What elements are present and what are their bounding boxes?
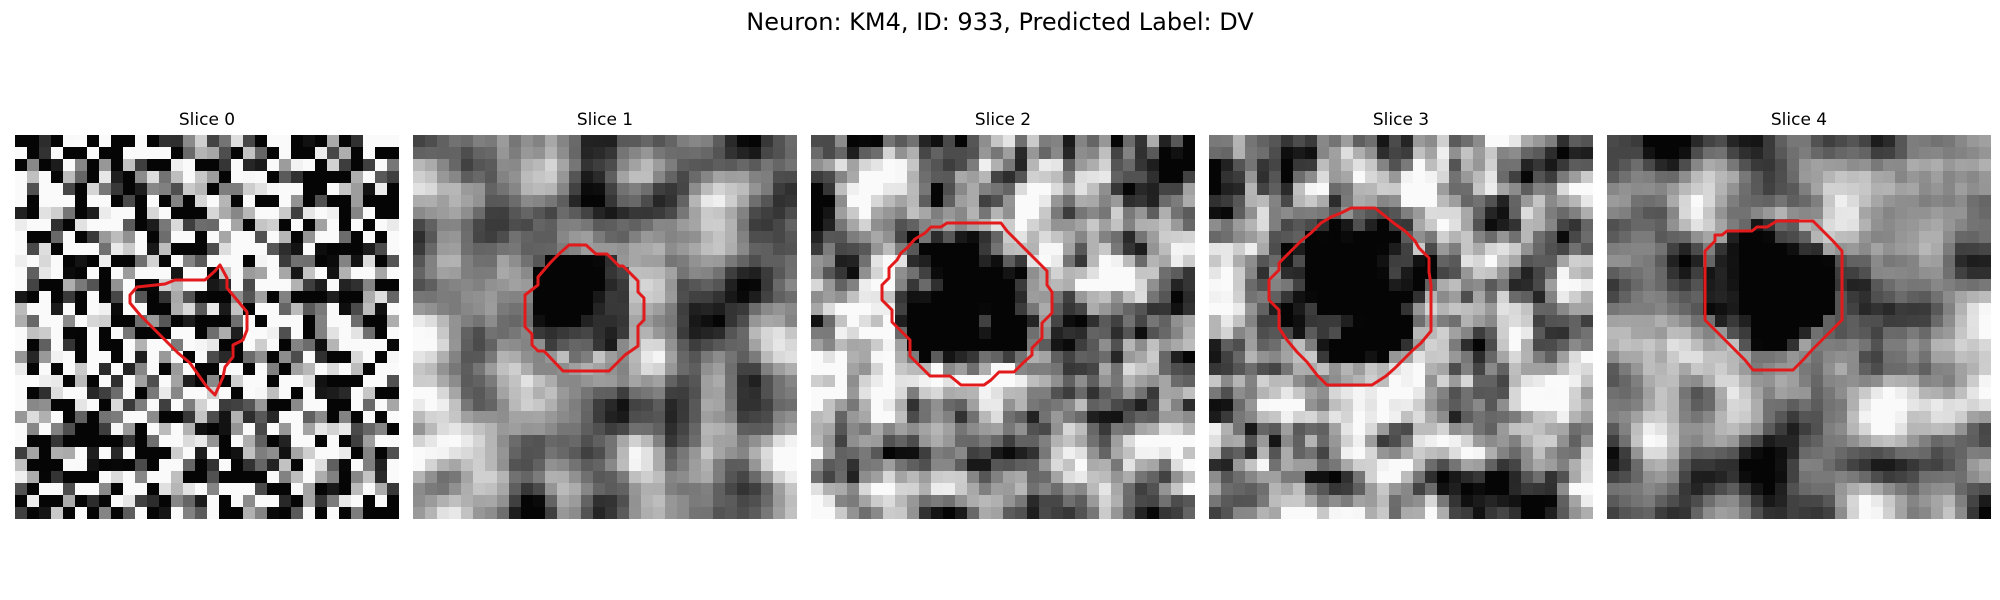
contour-outline [523, 243, 646, 373]
slice-panel-3: Slice 3 [1209, 0, 1593, 600]
contour-outline [1703, 219, 1844, 372]
slice-title: Slice 0 [178, 110, 236, 130]
slice-title: Slice 3 [1372, 110, 1430, 130]
slice-image [413, 135, 797, 519]
slice-image [1209, 135, 1593, 519]
pixel-grid [1607, 135, 1991, 519]
slice-panel-1: Slice 1 [413, 0, 797, 600]
slice-panel-2: Slice 2 [811, 0, 1195, 600]
figure-title: Neuron: KM4, ID: 933, Predicted Label: D… [746, 8, 1254, 36]
slice-title: Slice 2 [974, 110, 1032, 130]
slice-image [811, 135, 1195, 519]
slice-panel-0: Slice 0 [15, 0, 399, 600]
pixel-grid [811, 135, 1195, 519]
slice-title: Slice 1 [576, 110, 634, 130]
slice-image [1607, 135, 1991, 519]
pixel-grid [413, 135, 797, 519]
slice-image [15, 135, 399, 519]
contour-outline [1267, 206, 1433, 387]
contour-outline [880, 221, 1054, 387]
slice-panel-4: Slice 4 [1607, 0, 1991, 600]
pixel-grid [1209, 135, 1593, 519]
pixel-grid [15, 135, 399, 519]
slice-title: Slice 4 [1770, 110, 1828, 130]
contour-outline [128, 263, 249, 397]
